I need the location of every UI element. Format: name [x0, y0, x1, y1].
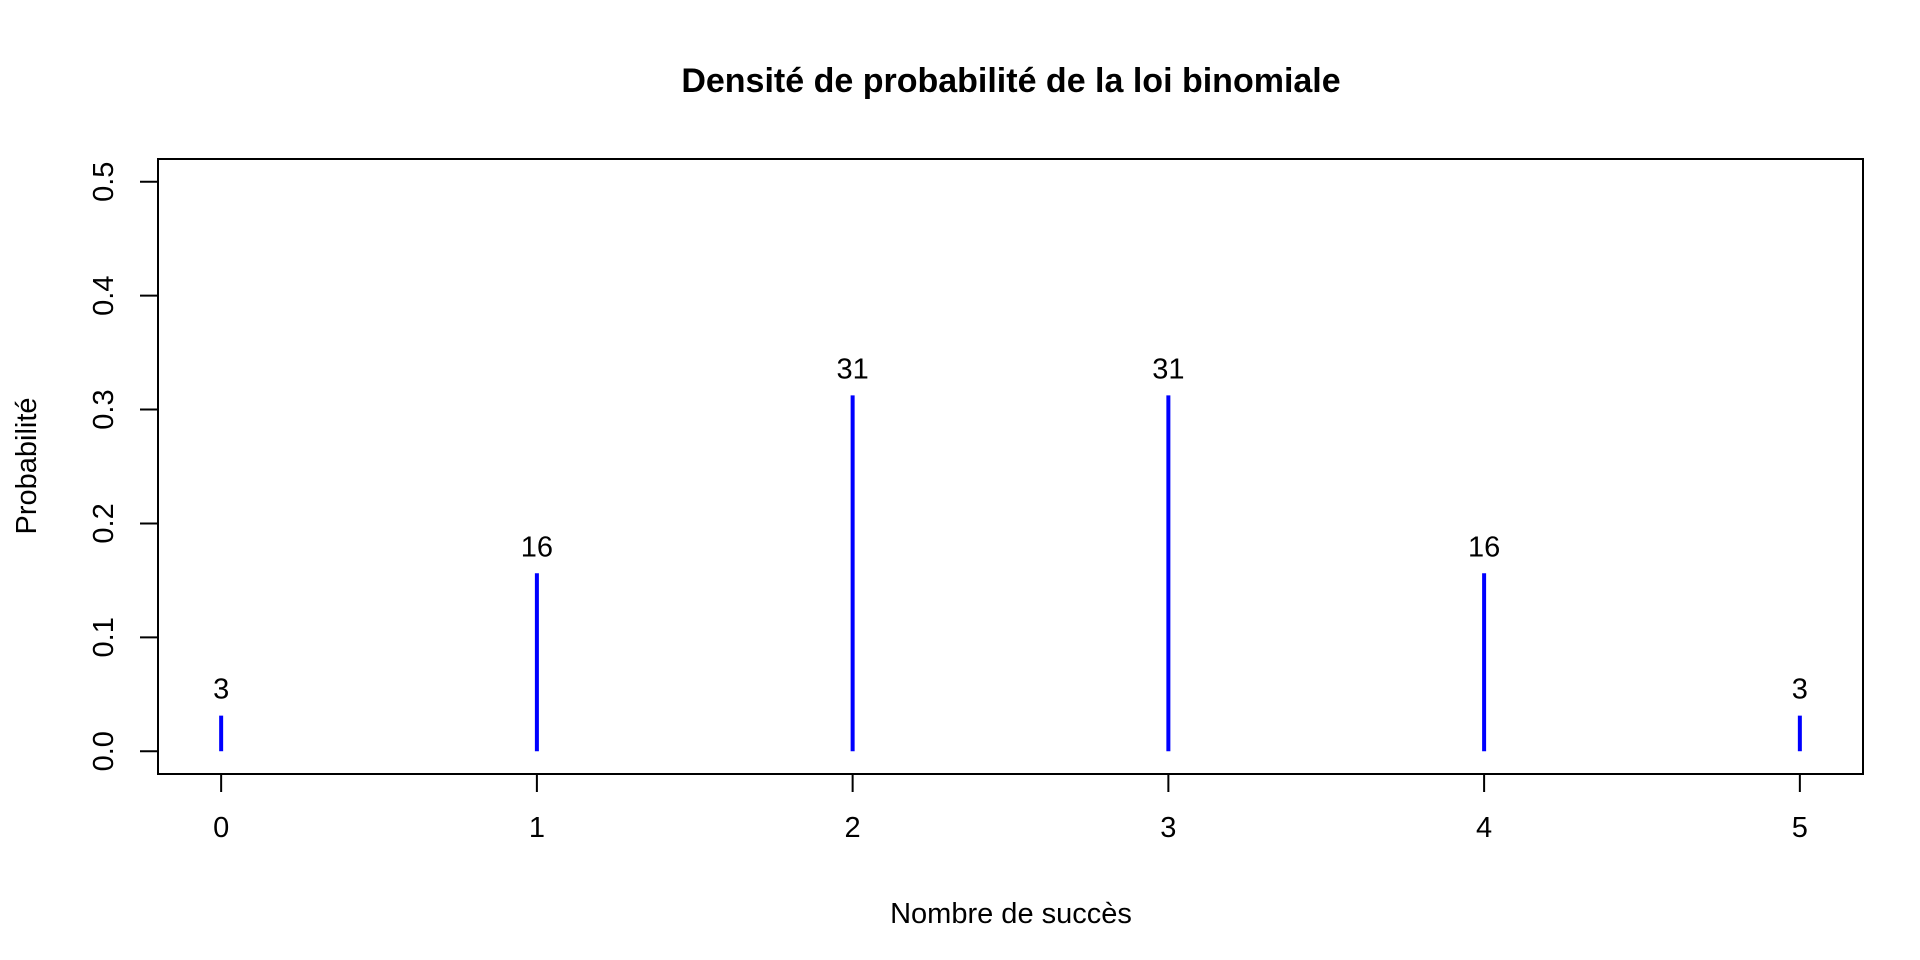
x-tick-label: 4 — [1476, 812, 1492, 844]
y-axis-label: Probabilité — [11, 397, 43, 534]
x-tick-label: 5 — [1792, 812, 1808, 844]
data-labels: 3 16 31 31 16 3 — [213, 353, 1808, 705]
x-tick-label: 1 — [529, 812, 545, 844]
data-label: 16 — [521, 531, 553, 563]
chart-title: Densité de probabilité de la loi binomia… — [681, 62, 1340, 100]
y-axis: 0.0 0.1 0.2 0.3 0.4 0.5 — [88, 162, 159, 771]
y-tick-label: 0.5 — [88, 162, 120, 202]
data-label: 3 — [1792, 674, 1808, 706]
y-tick-label: 0.2 — [88, 503, 120, 543]
x-tick-label: 3 — [1160, 812, 1176, 844]
y-tick-label: 0.4 — [88, 276, 120, 316]
x-axis: 0 1 2 3 4 5 — [213, 773, 1808, 844]
y-tick-label: 0.3 — [88, 389, 120, 429]
y-tick-label: 0.1 — [88, 617, 120, 657]
plot-frame — [157, 158, 1864, 775]
data-label: 3 — [213, 674, 229, 706]
x-axis-label: Nombre de succès — [890, 898, 1132, 930]
x-tick-label: 0 — [213, 812, 229, 844]
data-label: 31 — [1152, 353, 1184, 385]
bars — [219, 395, 1802, 752]
x-tick-label: 2 — [845, 812, 861, 844]
data-label: 31 — [836, 353, 868, 385]
data-label: 16 — [1468, 531, 1500, 563]
y-tick-label: 0.0 — [88, 731, 120, 771]
